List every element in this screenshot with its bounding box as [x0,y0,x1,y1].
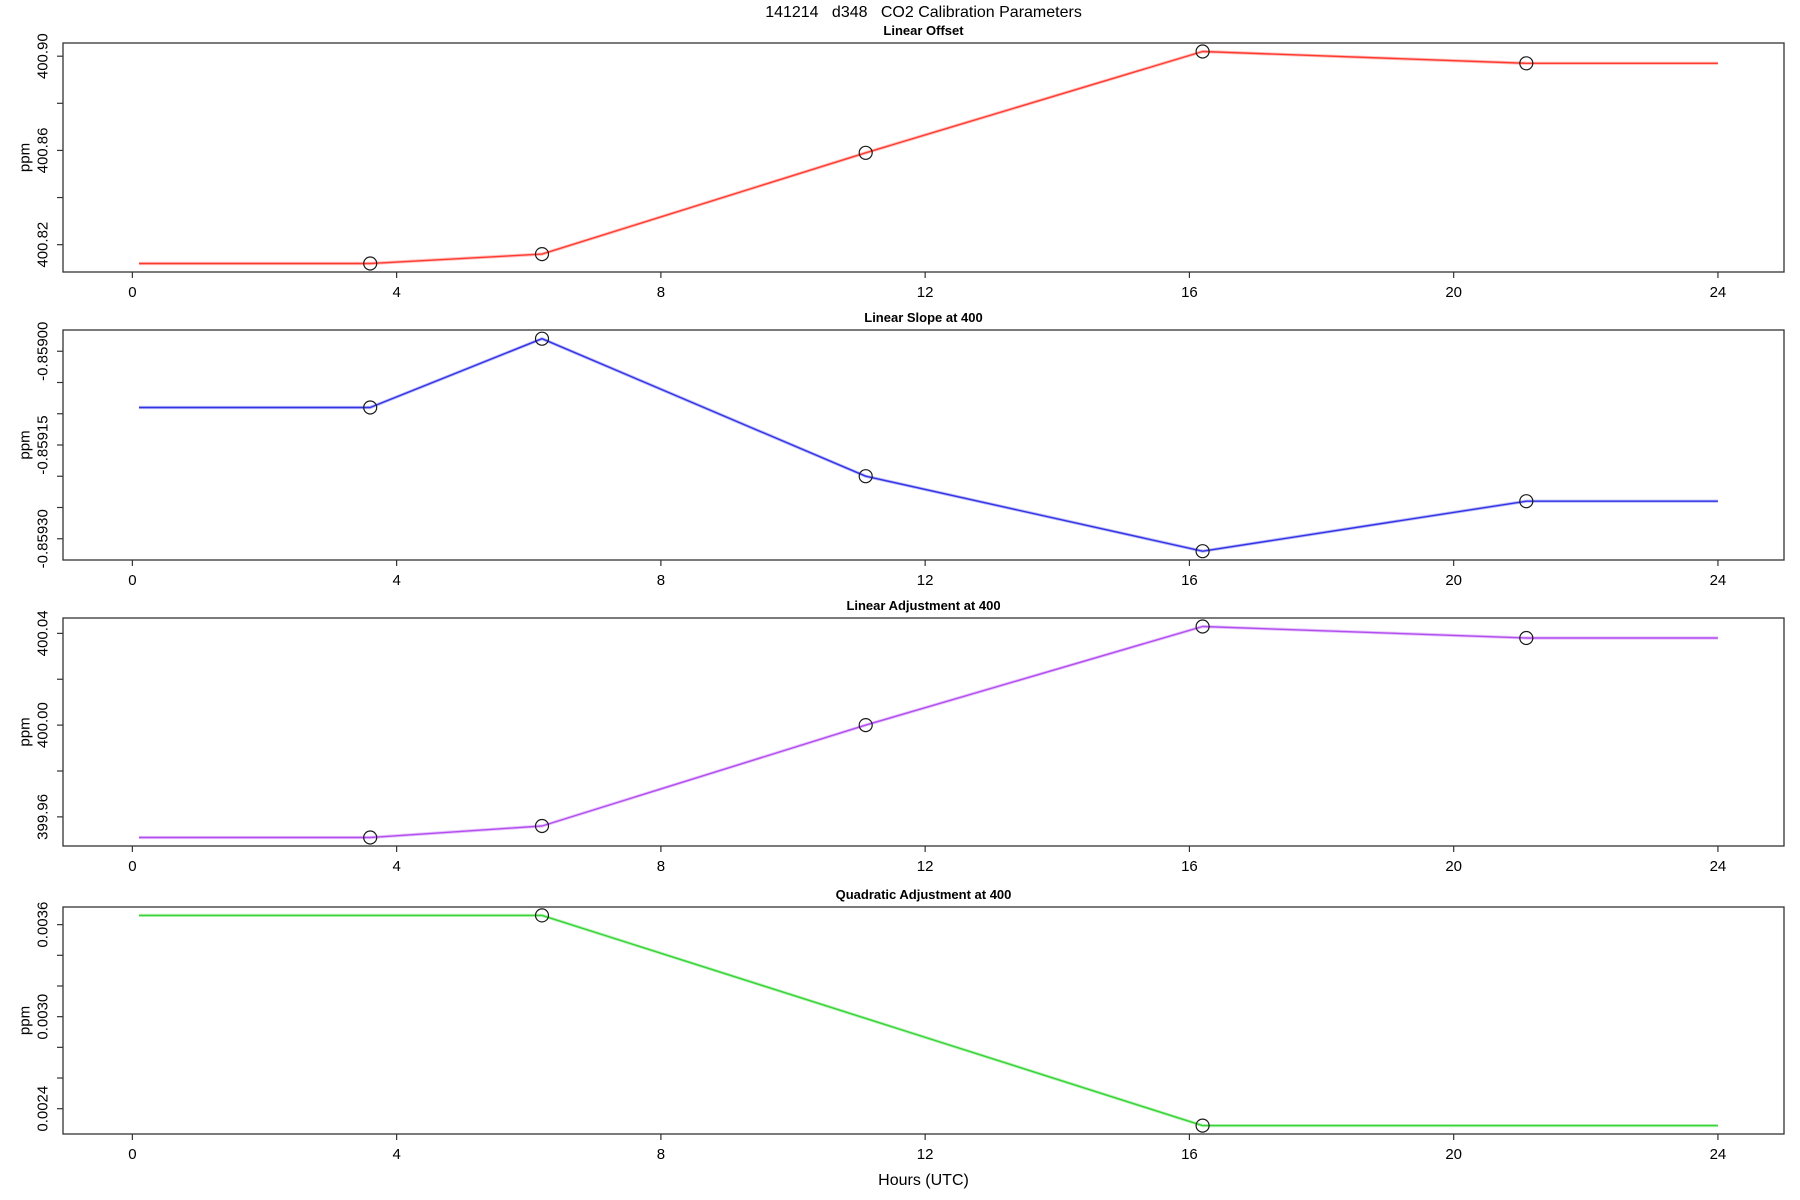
data-point-marker [363,400,378,415]
data-point-marker [534,818,550,834]
panel-title: Linear Slope at 400 [864,310,983,325]
y-tick-label: 399.96 [35,794,52,840]
y-tick-label: 400.90 [35,33,52,79]
x-tick-label: 16 [1181,572,1198,589]
data-point-marker [534,331,550,346]
panel-box [62,617,1785,847]
series-line-halo [139,337,1718,553]
data-point-marker [1195,544,1210,559]
y-tick-label: 400.86 [35,127,52,173]
panel-box [62,329,1785,561]
x-tick-label: 20 [1445,284,1462,301]
panel-box [62,906,1785,1135]
panel-title: Linear Adjustment at 400 [846,598,1000,613]
series-line-halo [139,49,1718,266]
x-tick-label: 20 [1445,1146,1462,1163]
x-tick-label: 0 [128,572,136,589]
panel-quadratic-adjustment-at-400: Quadratic Adjustment at 400 0 4 8 12 16 20 24 0.… [17,887,1785,1163]
x-tick-label: 12 [917,1146,934,1163]
x-tick-label: 8 [657,858,665,875]
panel-title: Quadratic Adjustment at 400 [836,887,1012,902]
series-line [139,914,1718,1127]
series-line [139,625,1718,839]
x-tick-label: 24 [1710,284,1727,301]
x-tick-label: 12 [917,284,934,301]
x-tick-label: 24 [1710,1146,1727,1163]
x-tick-label: 4 [392,858,400,875]
series-line [139,50,1718,265]
data-point-marker [1519,630,1534,646]
data-point-marker [363,256,378,271]
x-tick-label: 8 [657,1146,665,1163]
x-tick-label: 12 [917,572,934,589]
data-point-marker [1519,494,1534,509]
data-point-marker [1195,1118,1210,1133]
x-tick-label: 20 [1445,572,1462,589]
series-line-halo [139,624,1718,840]
y-tick-label: -0.85930 [35,509,52,568]
data-point-marker [858,469,873,484]
x-tick-label: 4 [392,284,400,301]
y-axis-unit-label: ppm [17,1006,34,1035]
x-tick-label: 0 [128,858,136,875]
y-axis-unit-label: ppm [17,143,34,172]
figure-title: 141214 d348 CO2 Calibration Parameters [765,4,1082,21]
panel-title: Linear Offset [883,23,964,38]
y-tick-label: 400.82 [35,222,52,268]
y-tick-label: -0.85900 [35,322,52,381]
x-tick-label: 4 [392,572,400,589]
x-tick-label: 4 [392,1146,400,1163]
data-point-marker [363,830,378,845]
panel-linear-adjustment-at-400: Linear Adjustment at 400 0 4 8 12 16 20 24 399.9… [17,598,1785,875]
x-tick-label: 8 [657,284,665,301]
data-point-marker [534,247,550,262]
data-point-marker [534,908,550,923]
x-tick-label: 0 [128,284,136,301]
series-line [139,338,1718,552]
x-tick-label: 0 [128,1146,136,1163]
data-point-marker [858,717,873,733]
x-axis-title: Hours (UTC) [878,1172,969,1189]
y-tick-label: 400.04 [35,610,52,656]
x-tick-label: 16 [1181,284,1198,301]
y-tick-label: 400.00 [35,702,52,748]
x-tick-label: 12 [917,858,934,875]
x-tick-label: 16 [1181,1146,1198,1163]
panel-linear-slope-at-400: Linear Slope at 400 0 4 8 12 16 20 24 -0.85930 -0… [17,310,1785,589]
y-tick-label: 0.0036 [35,902,52,948]
data-point-marker [1195,619,1210,634]
x-tick-label: 24 [1710,858,1727,875]
x-tick-label: 16 [1181,858,1198,875]
y-tick-label: 0.0030 [35,994,52,1040]
y-axis-unit-label: ppm [17,717,34,746]
x-tick-label: 20 [1445,858,1462,875]
x-tick-label: 8 [657,572,665,589]
data-point-marker [858,145,873,160]
panel-box [62,42,1785,273]
series-line-halo [139,913,1718,1128]
data-point-marker [1519,56,1534,71]
y-tick-label: 0.0024 [35,1086,52,1132]
panel-linear-offset: Linear Offset 0 4 8 12 16 20 24 400.82 400.86 400.… [17,23,1785,301]
y-tick-label: -0.85915 [35,415,52,474]
y-axis-unit-label: ppm [17,430,34,459]
data-point-marker [1195,44,1210,59]
x-tick-label: 24 [1710,572,1727,589]
